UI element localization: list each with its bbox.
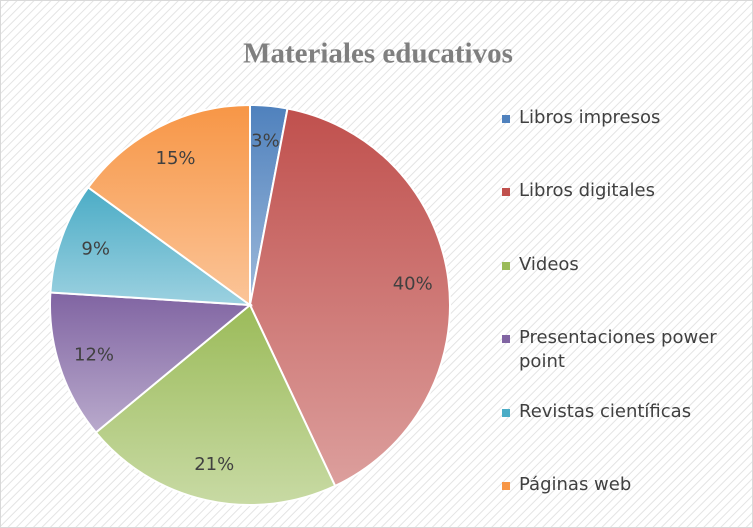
pie-slice	[94, 303, 337, 506]
legend-swatch	[502, 261, 510, 270]
legend-swatch	[502, 188, 510, 197]
legend-swatch	[502, 408, 510, 417]
pie-slice	[49, 291, 253, 434]
legend-label: Páginas web	[519, 474, 632, 495]
legend-swatch	[502, 482, 510, 490]
data-label: 9%	[81, 238, 110, 259]
data-label: 40%	[393, 273, 433, 294]
data-label: 3%	[251, 131, 280, 152]
legend-label: Videos	[519, 253, 579, 275]
legend-swatch	[502, 335, 510, 344]
legend-item: Libros impresos	[502, 106, 732, 130]
legend-item: Revistas científicas	[502, 400, 732, 424]
data-label: 15%	[156, 148, 196, 169]
pie-slice	[86, 103, 251, 307]
legend-label: Libros impresos	[519, 107, 661, 128]
legend-label: Libros digitales	[519, 180, 655, 202]
legend-label: Revistas científicas	[519, 400, 692, 422]
legend-label: Presentaciones power point	[519, 327, 717, 373]
legend-item: Libros digitales	[502, 179, 732, 203]
chart-title: Materiales educativos	[243, 38, 513, 70]
pie-slice	[248, 107, 451, 488]
pie-slice	[49, 186, 254, 307]
data-label: 12%	[74, 345, 114, 366]
legend-item: Videos	[502, 253, 732, 277]
pie: 3% 40% 21% 12% 9% 15%	[49, 103, 451, 506]
legend-swatch	[502, 115, 510, 123]
legend-item: Páginas web	[502, 473, 732, 497]
legend-item: Presentaciones power point	[502, 326, 732, 374]
data-label: 21%	[194, 454, 234, 475]
